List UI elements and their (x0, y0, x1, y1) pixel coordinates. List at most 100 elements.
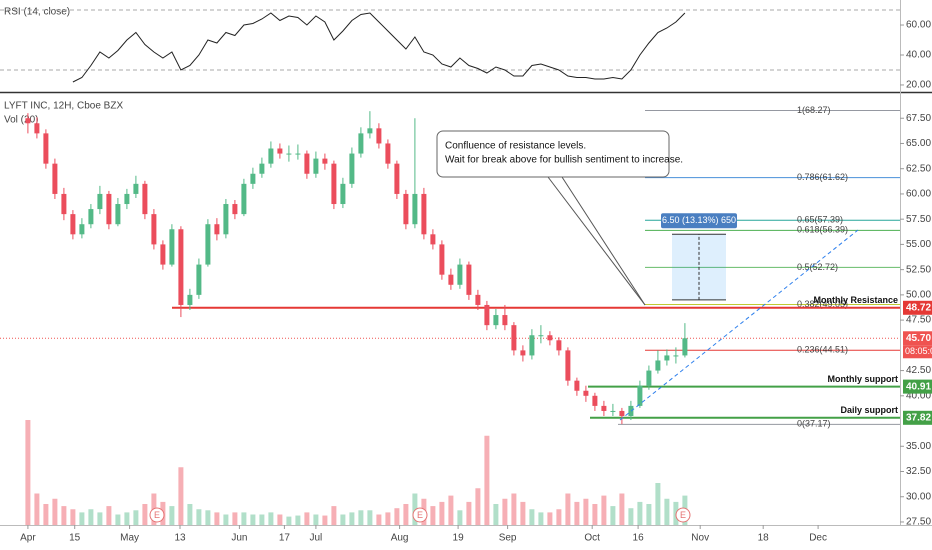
last-price-label: 45.70 (906, 333, 931, 344)
volume-bar (52, 498, 58, 525)
candle-body (448, 274, 454, 285)
fib-label: 0.236(44.51) (797, 345, 848, 355)
candle-body (385, 143, 391, 164)
volume-bar (205, 510, 211, 525)
candle-body (376, 128, 382, 144)
x-tick-label: 18 (758, 533, 770, 544)
countdown-label: 08:05:0 (905, 346, 932, 356)
rsi-line (72, 12, 686, 83)
x-tick-label: Jun (231, 533, 247, 544)
candle-body (160, 244, 166, 265)
volume-bar (637, 501, 643, 525)
fib-label: 0.618(56.39) (797, 225, 848, 235)
candle-body (493, 315, 499, 326)
trend-line (619, 229, 859, 421)
volume-bar (268, 512, 274, 525)
volume-bar (358, 510, 364, 525)
candle-body (583, 390, 589, 396)
candle-body (43, 133, 49, 164)
x-tick-label: Dec (809, 533, 827, 544)
volume-bar (502, 498, 508, 525)
candle-body (88, 209, 94, 225)
volume-bar (556, 509, 562, 525)
candle-body (439, 244, 445, 275)
level-label: 48.72 (906, 302, 931, 313)
range-badge (661, 213, 737, 229)
volume-bar (466, 501, 472, 525)
earnings-marker (149, 507, 165, 523)
volume-bar (304, 512, 310, 525)
candle-body (70, 214, 76, 235)
level-name: Monthly support (828, 374, 899, 384)
last-price-badge (903, 331, 932, 346)
volume-bar (610, 506, 616, 525)
level-name: Daily support (840, 405, 898, 415)
volume-bar (277, 514, 283, 525)
candle-body (286, 153, 292, 155)
candle-body (268, 148, 274, 164)
volume-bar (385, 512, 391, 525)
candle-body (205, 224, 211, 265)
candle-body (421, 193, 427, 235)
earnings-marker (675, 507, 691, 523)
candle-body (259, 163, 265, 174)
y-tick-label: 47.50 (906, 315, 931, 326)
earnings-marker (412, 507, 428, 523)
symbol-title: LYFT INC, 12H, Cboe BZX (4, 101, 123, 112)
y-tick-label: 52.50 (906, 264, 931, 275)
fib-label: 0.65(57.39) (797, 215, 843, 225)
callout: Confluence of resistance levels. Wait fo… (436, 130, 683, 306)
level-badge (903, 379, 932, 394)
candle-body (502, 315, 508, 326)
volume-bar (61, 506, 67, 525)
candle-body (187, 294, 193, 305)
candle-body (313, 158, 319, 174)
candle-body (664, 355, 670, 361)
candle-body (97, 193, 103, 210)
y-tick-label: 60.00 (906, 20, 931, 31)
x-tick-label: 17 (279, 533, 291, 544)
volume-bar (106, 506, 112, 525)
volume-bar (97, 512, 103, 525)
volume-bar (646, 504, 652, 525)
candle-body (475, 294, 481, 305)
earnings-label: E (680, 510, 686, 520)
candle-body (223, 204, 229, 235)
volume-bar (511, 493, 517, 525)
candle-body (133, 183, 139, 194)
candle-body (304, 153, 310, 174)
volume-bar (79, 512, 85, 525)
candle-body (592, 395, 598, 406)
volume-bar (115, 514, 121, 525)
volume-bar (547, 512, 553, 525)
candle-body (601, 405, 607, 411)
candle-body (124, 193, 130, 205)
volume-bar (178, 467, 184, 525)
y-tick-label: 30.00 (906, 491, 931, 502)
candle-body (340, 183, 346, 205)
candle-body (430, 234, 436, 245)
volume-bar (538, 512, 544, 525)
volume-bar (592, 504, 598, 525)
volume-bar (223, 514, 229, 525)
candle-body (322, 158, 328, 164)
volume-bar (403, 504, 409, 525)
volume-bar (196, 509, 202, 525)
y-tick-label: 40.00 (906, 390, 931, 401)
volume-bar (484, 435, 490, 525)
x-tick-label: 13 (174, 533, 186, 544)
candle-body (547, 335, 553, 341)
volume-bar (493, 504, 499, 525)
candle-body (331, 163, 337, 205)
volume-bar (367, 510, 373, 525)
volume-bar (124, 512, 130, 525)
countdown-badge (903, 345, 932, 359)
candle-body (610, 410, 616, 412)
y-tick-label: 62.50 (906, 163, 931, 174)
candle-body (655, 360, 661, 371)
volume-bar (439, 501, 445, 525)
volume-bar (322, 515, 328, 525)
callout-pointer (561, 176, 646, 306)
volume-bar (295, 515, 301, 525)
